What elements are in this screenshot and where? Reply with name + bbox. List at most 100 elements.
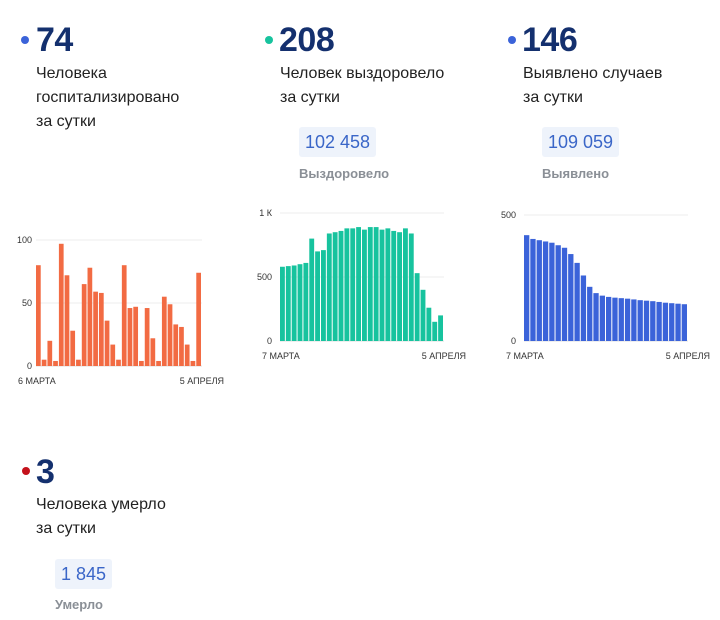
deaths-dot <box>22 467 30 475</box>
bar <box>587 286 593 341</box>
bar <box>420 289 426 341</box>
bar <box>53 360 58 366</box>
bar <box>47 340 53 366</box>
bar <box>574 262 580 341</box>
bar <box>98 292 104 366</box>
deaths-count: 3 <box>36 453 55 491</box>
bar <box>36 265 41 366</box>
hospitalized-desc-line3: за сутки <box>36 113 96 130</box>
bar <box>280 266 285 341</box>
bar <box>291 265 297 341</box>
recovered-desc-line2: за сутки <box>280 89 340 106</box>
bar <box>309 238 315 341</box>
bar <box>580 275 587 341</box>
y-tick-label: 500 <box>257 272 272 282</box>
bar <box>70 330 76 366</box>
recovered-total-label: Выздоровело <box>299 166 390 181</box>
bar <box>681 304 687 341</box>
hospitalized-desc-line2: госпитализировано <box>36 89 180 106</box>
bar <box>612 297 618 341</box>
x-start-label: 7 МАРТА <box>262 351 300 361</box>
x-start-label: 7 МАРТА <box>506 351 544 361</box>
bar <box>303 262 309 341</box>
bar <box>161 296 167 366</box>
bar <box>650 301 656 341</box>
bar <box>321 250 326 341</box>
bar <box>350 228 356 341</box>
y-tick-label: 500 <box>501 210 516 220</box>
bar <box>662 302 669 341</box>
bar <box>391 230 397 341</box>
bar <box>438 315 443 341</box>
bar <box>127 308 133 366</box>
cases-count: 146 <box>522 21 578 59</box>
bar <box>104 320 110 366</box>
bar <box>87 267 93 366</box>
bar <box>110 344 116 366</box>
bar <box>367 227 373 341</box>
y-tick-label: 100 <box>17 235 32 245</box>
bar <box>631 299 637 341</box>
bar <box>542 241 549 341</box>
cases-total: 109 059 <box>542 127 620 157</box>
bar <box>150 338 156 366</box>
recovered-description: Человек выздоровело за сутки <box>280 62 480 110</box>
bar <box>530 238 536 341</box>
bar <box>139 360 144 366</box>
bar <box>561 247 568 341</box>
bar <box>332 232 338 341</box>
bar <box>555 245 561 341</box>
recovered-total: 102 458 <box>299 127 377 157</box>
y-tick-label: 50 <box>22 298 32 308</box>
bar <box>373 227 379 341</box>
bar <box>184 344 190 366</box>
y-tick-label: 0 <box>511 336 516 346</box>
recovered-desc-line1: Человек выздоровело <box>280 65 445 82</box>
bar <box>599 295 605 341</box>
bar <box>606 296 612 341</box>
x-start-label: 6 МАРТА <box>18 376 56 386</box>
bar <box>593 293 599 341</box>
recovered-dot <box>265 36 273 44</box>
bar <box>362 229 367 341</box>
bar <box>408 233 414 341</box>
x-end-label: 5 АПРЕЛЯ <box>180 376 224 386</box>
bar <box>144 308 150 366</box>
bar <box>624 298 631 341</box>
y-tick-label: 0 <box>27 361 32 371</box>
cases-total-label: Выявлено <box>542 166 610 181</box>
bar <box>64 275 70 366</box>
bar <box>196 272 201 366</box>
y-tick-label: 1 К <box>259 208 273 218</box>
x-end-label: 5 АПРЕЛЯ <box>422 351 466 361</box>
deaths-total: 1 845 <box>55 559 113 589</box>
deaths-desc-line2: за сутки <box>36 520 96 537</box>
bar <box>179 326 184 366</box>
bar <box>173 324 179 366</box>
bar <box>297 264 303 341</box>
bar <box>338 230 344 341</box>
bar <box>637 300 643 341</box>
bar <box>385 228 391 341</box>
bar <box>58 243 64 366</box>
cases-description: Выявлено случаев за сутки <box>523 62 720 110</box>
recovered-count: 208 <box>279 21 335 59</box>
bar <box>568 254 574 341</box>
deaths-total-label: Умерло <box>55 597 103 612</box>
deaths-desc-line1: Человека умерло <box>36 496 166 513</box>
bar <box>116 359 121 366</box>
bar <box>356 227 361 341</box>
bar <box>426 307 432 341</box>
bar <box>414 273 420 341</box>
bar <box>524 235 530 341</box>
bar <box>536 240 542 341</box>
bar <box>93 291 98 366</box>
bar <box>643 300 650 341</box>
hospitalized-dot <box>21 36 29 44</box>
bar <box>656 301 662 341</box>
bar <box>190 360 196 366</box>
bar <box>285 266 291 341</box>
bar <box>326 233 332 341</box>
